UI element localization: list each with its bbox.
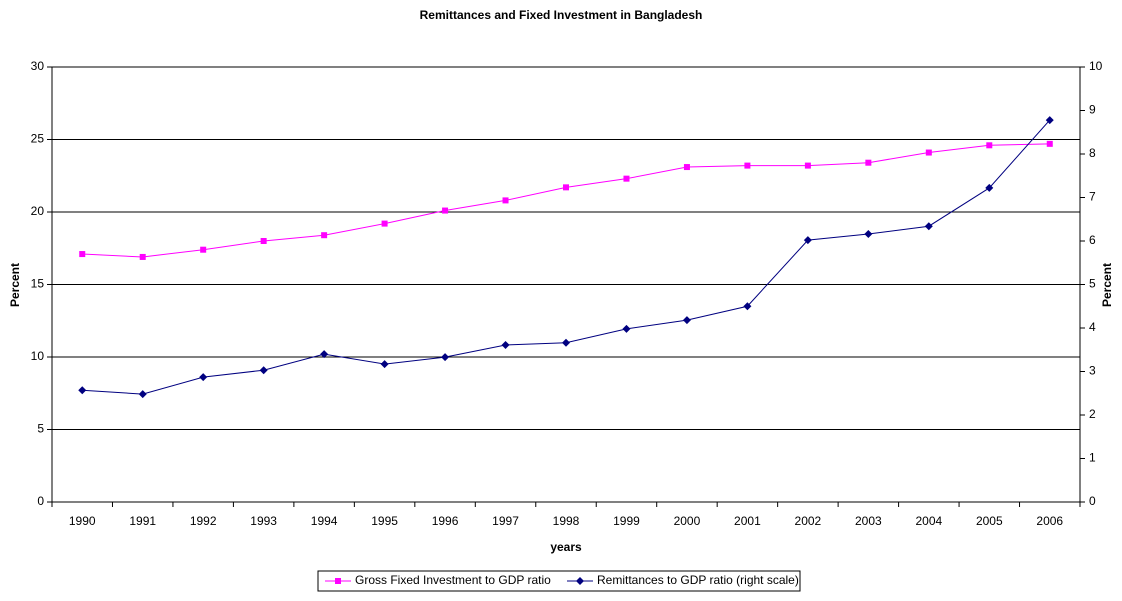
y-tick-label: 0	[37, 494, 44, 508]
marker	[260, 238, 267, 244]
x-tick-label: 2000	[674, 514, 701, 528]
marker	[562, 338, 570, 347]
y2-tick-label: 1	[1089, 451, 1096, 465]
marker	[259, 366, 268, 375]
x-tick-label: 1992	[190, 514, 217, 528]
marker	[200, 246, 207, 253]
marker	[501, 340, 510, 349]
y2-tick-label: 7	[1089, 190, 1096, 204]
marker	[335, 578, 341, 584]
x-tick-label: 2005	[976, 514, 1003, 528]
marker	[139, 253, 146, 260]
marker	[682, 316, 691, 325]
y-tick-label: 30	[31, 59, 45, 73]
y-tick-label: 25	[31, 132, 45, 146]
marker	[623, 175, 630, 182]
x-tick-label: 1995	[371, 514, 398, 528]
y2-tick-label: 0	[1089, 494, 1096, 508]
x-tick-label: 1999	[613, 514, 640, 528]
x-tick-label: 1990	[69, 514, 96, 528]
y2-tick-label: 6	[1089, 233, 1096, 247]
y2-tick-label: 5	[1089, 277, 1096, 291]
marker	[79, 251, 86, 258]
marker	[502, 197, 509, 204]
marker	[803, 236, 812, 245]
y2-tick-label: 2	[1089, 407, 1096, 421]
marker	[925, 149, 932, 156]
x-tick-label: 2001	[734, 514, 761, 528]
x-tick-label: 2003	[855, 514, 882, 528]
marker	[442, 207, 449, 214]
legend-label: Remittances to GDP ratio (right scale)	[597, 573, 799, 587]
y-tick-label: 5	[37, 422, 44, 436]
marker	[381, 220, 388, 227]
marker	[563, 184, 569, 191]
series-line	[82, 143, 1050, 258]
x-axis-label: years	[550, 540, 582, 554]
x-tick-label: 2002	[795, 514, 822, 528]
y-tick-label: 15	[31, 277, 45, 291]
x-tick-label: 1997	[492, 514, 519, 528]
y-tick-label: 20	[31, 204, 45, 218]
marker	[683, 164, 690, 171]
marker	[138, 390, 147, 399]
marker	[199, 373, 208, 382]
x-tick-label: 1994	[311, 514, 338, 528]
y2-tick-label: 8	[1089, 146, 1096, 160]
marker	[864, 230, 873, 239]
marker	[380, 360, 389, 369]
marker	[986, 142, 993, 149]
marker	[865, 159, 872, 166]
x-tick-label: 1991	[129, 514, 156, 528]
y2-tick-label: 4	[1089, 320, 1096, 334]
marker	[78, 386, 87, 395]
marker	[804, 162, 811, 169]
chart-title: Remittances and Fixed Investment in Bang…	[420, 8, 703, 22]
y-axis-label: Percent	[8, 263, 22, 307]
y2-tick-label: 3	[1089, 364, 1096, 378]
marker	[985, 183, 994, 192]
x-tick-label: 1996	[432, 514, 459, 528]
marker	[622, 324, 631, 333]
y2-tick-label: 9	[1089, 103, 1096, 117]
series-line	[82, 119, 1051, 395]
x-tick-label: 2006	[1036, 514, 1063, 528]
legend-box	[317, 570, 801, 592]
x-tick-label: 1998	[553, 514, 580, 528]
marker	[743, 302, 752, 311]
y-tick-label: 10	[31, 349, 45, 363]
y2-axis-label: Percent	[1100, 263, 1114, 307]
x-tick-label: 2004	[915, 514, 942, 528]
marker	[576, 577, 584, 585]
marker	[1046, 140, 1053, 147]
legend-label: Gross Fixed Investment to GDP ratio	[355, 573, 551, 587]
marker	[744, 162, 751, 169]
marker	[924, 222, 933, 231]
marker	[441, 353, 450, 362]
x-tick-label: 1993	[250, 514, 277, 528]
marker	[320, 350, 329, 359]
y2-tick-label: 10	[1089, 59, 1103, 73]
marker	[1045, 116, 1054, 125]
marker	[321, 232, 328, 239]
